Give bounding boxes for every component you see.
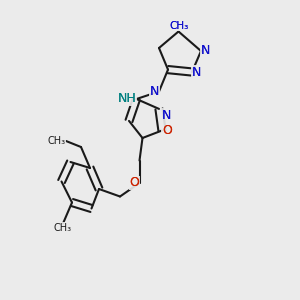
Text: O: O bbox=[130, 176, 140, 190]
Text: O: O bbox=[130, 176, 140, 190]
Text: O: O bbox=[162, 124, 172, 137]
Text: N: N bbox=[201, 44, 210, 58]
Text: CH₃: CH₃ bbox=[169, 21, 188, 31]
Text: N: N bbox=[162, 109, 171, 122]
Text: N: N bbox=[192, 65, 201, 79]
Text: CH₃: CH₃ bbox=[48, 136, 66, 146]
Text: NH: NH bbox=[118, 92, 136, 106]
Text: N: N bbox=[150, 85, 159, 98]
Text: N: N bbox=[201, 44, 210, 58]
Text: O: O bbox=[162, 124, 172, 137]
Text: NH: NH bbox=[118, 92, 136, 106]
Text: CH₃: CH₃ bbox=[169, 21, 188, 31]
Text: N: N bbox=[192, 65, 201, 79]
Text: CH₃: CH₃ bbox=[54, 223, 72, 232]
Text: N: N bbox=[150, 85, 159, 98]
Text: N: N bbox=[162, 109, 171, 122]
